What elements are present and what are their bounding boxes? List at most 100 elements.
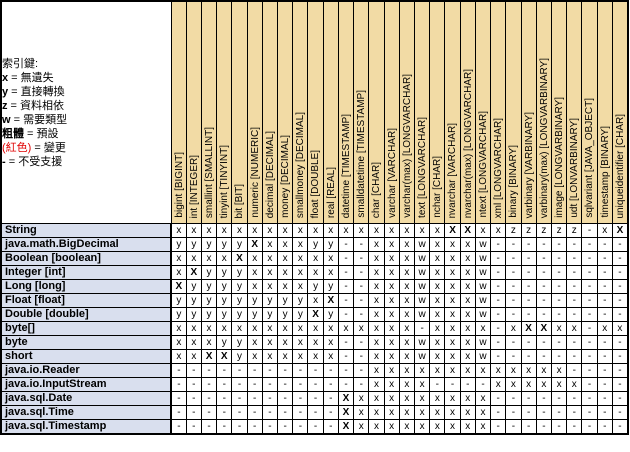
matrix-cell: -: [520, 405, 537, 420]
matrix-cell: -: [261, 405, 279, 420]
matrix-cell: x: [383, 363, 400, 378]
matrix-cell: x: [398, 293, 416, 308]
matrix-cell: x: [185, 335, 202, 350]
matrix-cell: -: [337, 363, 355, 378]
matrix-cell: -: [337, 251, 355, 266]
matrix-cell: x: [170, 321, 187, 336]
matrix-cell: y: [292, 307, 309, 322]
header-row: 索引鍵: x = 無遺失 y = 直接轉換 z = 資料相依 w = 需要類型 粗體 =…: [0, 0, 629, 224]
matrix-cell: -: [200, 391, 218, 406]
matrix-cell: x: [520, 363, 537, 378]
column-header: varbinary(max) [LONGVARBINARY]: [535, 0, 552, 224]
matrix-cell: -: [520, 307, 537, 322]
matrix-cell: -: [231, 391, 248, 406]
legend: 索引鍵: x = 無遺失 y = 直接轉換 z = 資料相依 w = 需要類型 粗體 =…: [2, 57, 170, 169]
matrix-cell: x: [368, 321, 385, 336]
matrix-cell: -: [246, 363, 263, 378]
matrix-cell: x: [444, 321, 461, 336]
matrix-cell: -: [277, 419, 294, 435]
matrix-cell: w: [413, 307, 431, 322]
matrix-cell: -: [292, 419, 309, 435]
legend-desc: 不受支援: [18, 155, 63, 168]
matrix-cell: x: [444, 265, 461, 280]
matrix-cell: x: [413, 405, 431, 420]
matrix-cell: -: [322, 363, 339, 378]
table-row: java.io.Reader - - - - - - - - - - - - - x x x x x x x x x x x x x…: [0, 363, 629, 378]
matrix-cell: x: [429, 391, 446, 406]
matrix-cell: x: [307, 293, 324, 308]
legend-item: x = 無遺失: [2, 71, 54, 84]
matrix-cell: -: [307, 363, 324, 378]
legend-desc: 預設: [36, 127, 59, 140]
legend-key: x: [2, 71, 9, 84]
matrix-cell: x: [429, 293, 446, 308]
matrix-cell: x: [383, 405, 400, 420]
column-header: bigint [BIGINT]: [170, 0, 187, 224]
matrix-cell: x: [505, 321, 522, 336]
matrix-cell: x: [322, 223, 339, 238]
matrix-cell: x: [322, 321, 339, 336]
matrix-cell: X: [337, 405, 355, 420]
matrix-cell: -: [611, 237, 629, 252]
legend-key: 粗體: [2, 127, 24, 140]
matrix-cell: -: [581, 335, 598, 350]
matrix-cell: -: [170, 391, 187, 406]
matrix-cell: y: [292, 293, 309, 308]
matrix-cell: x: [368, 419, 385, 435]
matrix-cell: y: [246, 307, 263, 322]
matrix-cell: -: [292, 391, 309, 406]
matrix-cell: -: [596, 307, 613, 322]
matrix-cell: x: [474, 321, 492, 336]
matrix-cell: -: [490, 391, 507, 406]
matrix-cell: -: [611, 349, 629, 364]
matrix-cell: x: [383, 237, 400, 252]
column-header-label: real [REAL]: [325, 166, 337, 218]
matrix-cell: x: [596, 223, 613, 238]
matrix-cell: x: [550, 321, 568, 336]
matrix-cell: -: [246, 377, 263, 392]
matrix-cell: -: [611, 335, 629, 350]
matrix-cell: x: [398, 377, 416, 392]
legend-desc: 變更: [43, 141, 66, 154]
matrix-cell: x: [413, 377, 431, 392]
matrix-cell: X: [200, 349, 218, 364]
matrix-cell: x: [383, 377, 400, 392]
column-header: smallint [SMALLINT]: [200, 0, 218, 224]
matrix-cell: -: [216, 377, 233, 392]
legend-item: - = 不受支援: [2, 155, 63, 168]
matrix-cell: -: [231, 405, 248, 420]
column-header-label: varbinary(max) [LONGVARBINARY]: [538, 57, 550, 218]
matrix-cell: X: [520, 321, 537, 336]
legend-title: 索引鍵:: [2, 57, 39, 70]
matrix-cell: x: [398, 335, 416, 350]
matrix-cell: -: [170, 363, 187, 378]
matrix-cell: -: [535, 279, 552, 294]
matrix-cell: x: [322, 349, 339, 364]
matrix-cell: x: [368, 279, 385, 294]
matrix-cell: -: [261, 377, 279, 392]
column-header-label: tinyint [TINYINT]: [219, 144, 231, 218]
matrix-cell: w: [413, 251, 431, 266]
matrix-cell: y: [216, 335, 233, 350]
matrix-cell: -: [550, 251, 568, 266]
matrix-cell: x: [444, 251, 461, 266]
matrix-cell: -: [292, 363, 309, 378]
matrix-cell: x: [566, 377, 583, 392]
matrix-cell: x: [368, 307, 385, 322]
matrix-cell: -: [277, 405, 294, 420]
matrix-cell: y: [216, 265, 233, 280]
matrix-cell: -: [535, 293, 552, 308]
legend-key: y: [2, 85, 9, 98]
column-header-label: numeric [NUMERIC]: [249, 127, 261, 218]
column-header-label: binary [BINARY]: [508, 145, 520, 218]
matrix-cell: x: [474, 363, 492, 378]
matrix-cell: x: [185, 223, 202, 238]
matrix-cell: x: [429, 363, 446, 378]
matrix-cell: x: [170, 349, 187, 364]
column-header: numeric [NUMERIC]: [246, 0, 263, 224]
